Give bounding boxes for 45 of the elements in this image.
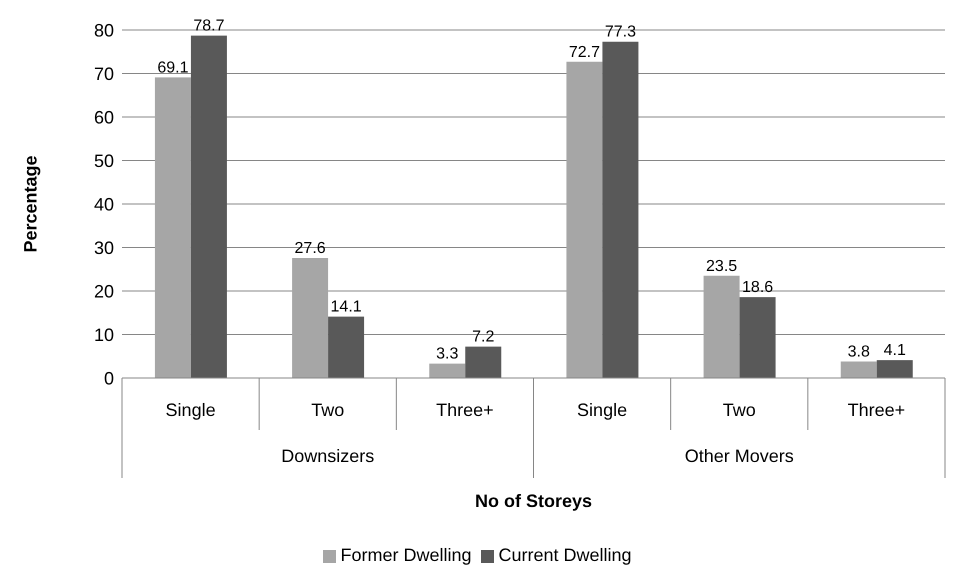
- bar: [566, 62, 602, 378]
- x-tick-label: Single: [577, 400, 628, 420]
- bar: [876, 360, 913, 378]
- y-tick-label: 60: [94, 107, 114, 128]
- bar: [190, 36, 227, 378]
- y-axis-title: Percentage: [20, 155, 40, 253]
- y-tick-label: 30: [94, 238, 114, 258]
- x-tick-label: Three+: [848, 400, 906, 420]
- data-label: 4.1: [884, 342, 906, 360]
- bar: [704, 276, 740, 378]
- data-label: 78.7: [193, 18, 225, 35]
- legend-label: Former Dwelling: [340, 545, 472, 565]
- y-tick-label: 10: [94, 324, 114, 345]
- bar: [740, 297, 776, 378]
- bar: [292, 258, 328, 378]
- x-tick-label: Single: [166, 400, 216, 420]
- data-label: 72.7: [568, 44, 600, 61]
- data-label: 3.3: [436, 346, 458, 363]
- data-label: 3.8: [848, 343, 870, 360]
- bar: [840, 361, 877, 378]
- text: Downsizers: [281, 446, 374, 466]
- bar: [429, 364, 466, 378]
- data-label: 77.3: [604, 24, 636, 41]
- x-axis-title: No of Storeys: [474, 491, 592, 511]
- y-tick-label: 40: [94, 194, 114, 214]
- bar: [602, 42, 638, 378]
- data-label: 23.5: [706, 258, 738, 275]
- bar: [328, 316, 364, 378]
- y-tick-label: 70: [94, 64, 114, 84]
- data-label: 14.1: [330, 298, 362, 316]
- data-label: 69.1: [157, 59, 189, 76]
- bar: [465, 346, 502, 378]
- y-tick-label: 50: [94, 150, 114, 171]
- data-label: 18.6: [742, 279, 774, 296]
- x-tick-label: Two: [722, 400, 756, 420]
- bar: [154, 77, 191, 378]
- y-tick-label: 80: [94, 20, 114, 40]
- data-label: 7.2: [472, 328, 494, 346]
- data-label: 27.6: [294, 240, 326, 257]
- y-tick-label: 20: [94, 281, 114, 302]
- x-tick-label: Three+: [436, 400, 494, 420]
- x-tick-label: Two: [311, 400, 344, 420]
- legend-label: Current Dwelling: [498, 545, 632, 565]
- text: Other Movers: [684, 446, 794, 466]
- y-tick-label: 0: [104, 368, 114, 388]
